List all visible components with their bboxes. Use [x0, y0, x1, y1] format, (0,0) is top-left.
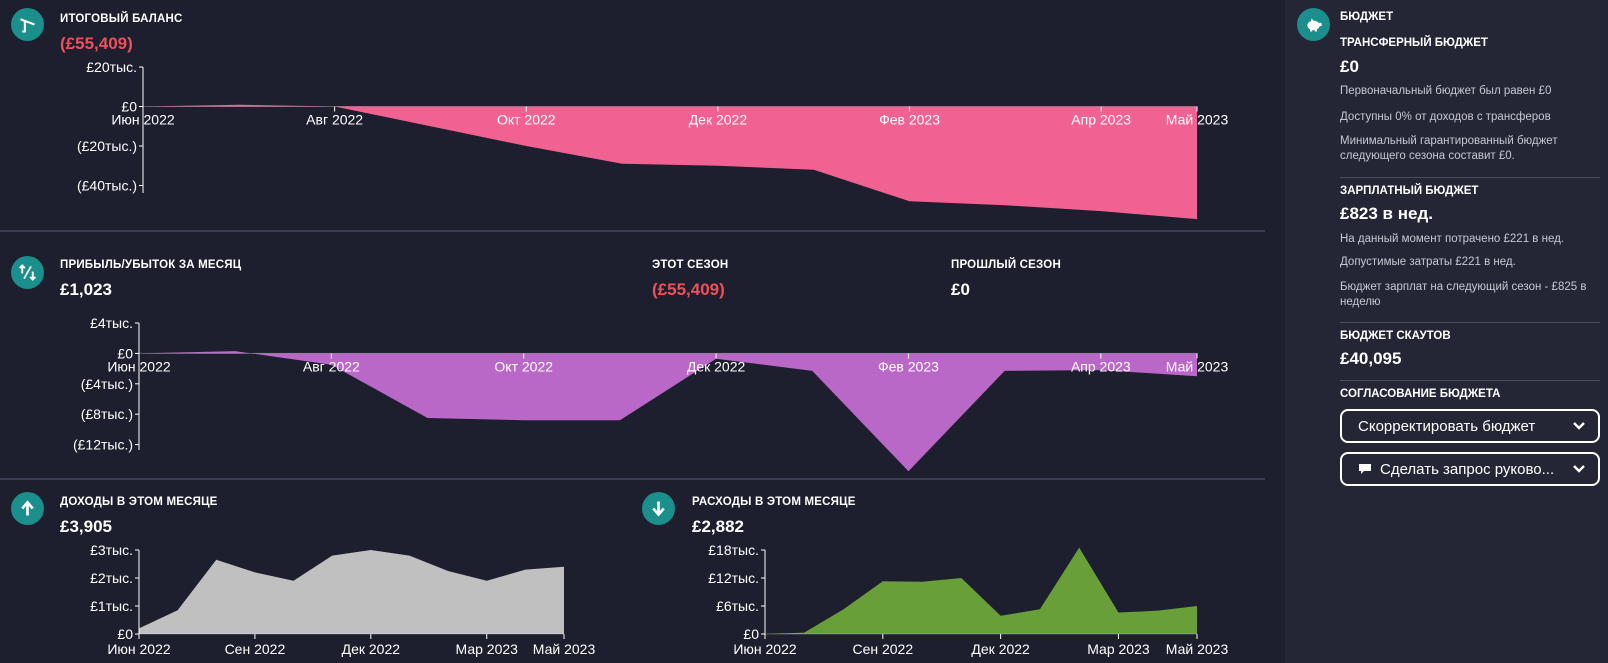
transfer-initial-text: Первоначальный бюджет был равен £0	[1340, 85, 1552, 97]
x-tick-label: Мар 2023	[456, 641, 519, 657]
x-tick-label: Авг 2022	[303, 358, 360, 374]
income-label: ДОХОДЫ В ЭТОМ МЕСЯЦЕ	[60, 496, 218, 508]
x-tick-label: Май 2023	[1166, 358, 1229, 374]
wage-spent-text: На данный момент потрачено £221 в нед.	[1340, 233, 1564, 245]
wage-budget-value: £823 в нед.	[1340, 204, 1433, 223]
x-tick-label: Окт 2022	[494, 358, 553, 374]
x-tick-label: Дек 2022	[687, 358, 746, 374]
x-tick-label: Сен 2022	[225, 641, 286, 657]
arrow-down-icon	[642, 492, 675, 525]
y-tick-label: £6тыс.	[716, 598, 759, 614]
x-tick-label: Июн 2022	[107, 358, 171, 374]
chart-area	[143, 104, 1197, 220]
profit-loss-icon	[11, 256, 44, 289]
x-tick-label: Июн 2022	[111, 112, 175, 128]
finances-main: ИТОГОВЫЙ БАЛАНС (£55,409) £20тыс. £0 (£20т…	[0, 8, 1265, 657]
transfer-budget-label: ТРАНСФЕРНЫЙ БЮДЖЕТ	[1340, 37, 1488, 49]
chevron-down-icon	[1573, 465, 1585, 473]
expenses-value: £2,882	[692, 517, 744, 536]
divider	[1340, 322, 1600, 323]
profit-value: £1,023	[60, 280, 112, 299]
y-tick-label: £0	[121, 99, 137, 115]
x-tick-label: Май 2023	[1166, 112, 1229, 128]
income-value: £3,905	[60, 517, 112, 536]
x-tick-label: Фев 2023	[879, 112, 940, 128]
x-tick-label: Июн 2022	[733, 641, 797, 657]
adjust-budget-label: Скорректировать бюджет	[1358, 417, 1536, 435]
x-tick-label: Май 2023	[533, 641, 596, 657]
y-tick-label: £0	[117, 345, 133, 361]
this-season-value: (£55,409)	[652, 280, 725, 299]
y-tick-label: £12тыс.	[708, 570, 759, 586]
x-tick-label: Фев 2023	[878, 358, 939, 374]
balance-chart: £20тыс. £0 (£20тыс.) (£40тыс.) Июн 2022 Авг 2…	[77, 59, 1229, 220]
y-tick-label: £1тыс.	[90, 598, 133, 614]
divider	[1340, 380, 1600, 381]
budget-title: БЮДЖЕТ	[1340, 11, 1394, 23]
wage-next-season-text: Бюджет зарплат на следующий сезон - £825…	[1340, 281, 1587, 308]
profit-label: ПРИБЫЛЬ/УБЫТОК ЗА МЕСЯЦ	[60, 259, 242, 271]
this-season-label: ЭТОТ СЕЗОН	[652, 259, 729, 271]
balance-label: ИТОГОВЫЙ БАЛАНС	[60, 13, 183, 25]
y-tick-label: (£4тыс.)	[81, 376, 133, 392]
x-tick-label: Авг 2022	[306, 112, 363, 128]
budget-adjust-label: СОГЛАСОВАНИЕ БЮДЖЕТА	[1340, 388, 1501, 400]
y-tick-label: (£8тыс.)	[81, 406, 133, 422]
x-tick-label: Сен 2022	[852, 641, 913, 657]
y-tick-label: £2тыс.	[90, 570, 133, 586]
budget-panel: БЮДЖЕТ ТРАНСФЕРНЫЙ БЮДЖЕТ £0 Первоначаль…	[1285, 0, 1608, 663]
y-tick-label: £0	[117, 626, 133, 642]
last-season-value: £0	[951, 280, 970, 299]
x-tick-label: Мар 2023	[1087, 641, 1150, 657]
balance-scale-icon	[11, 8, 44, 41]
last-season-label: ПРОШЛЫЙ СЕЗОН	[951, 259, 1061, 271]
scout-budget-label: БЮДЖЕТ СКАУТОВ	[1340, 330, 1451, 342]
expenses-label: РАСХОДЫ В ЭТОМ МЕСЯЦЕ	[692, 496, 856, 508]
board-request-dropdown[interactable]: Сделать запрос руково...	[1340, 452, 1600, 486]
y-tick-label: (£20тыс.)	[77, 138, 137, 154]
arrow-up-icon	[11, 492, 44, 525]
y-tick-label: £4тыс.	[90, 315, 133, 331]
x-tick-label: Дек 2022	[971, 641, 1030, 657]
chart-area	[765, 547, 1197, 634]
piggy-bank-icon	[1297, 8, 1330, 41]
transfer-min-text: Минимальный гарантированный бюджет следу…	[1340, 135, 1558, 162]
x-tick-label: Апр 2023	[1071, 112, 1131, 128]
x-tick-label: Апр 2023	[1071, 358, 1131, 374]
transfer-percent-text: Доступны 0% от доходов с трансферов	[1340, 111, 1551, 123]
y-tick-label: (£40тыс.)	[77, 178, 137, 194]
x-tick-label: Дек 2022	[689, 112, 748, 128]
x-tick-label: Май 2023	[1166, 641, 1229, 657]
transfer-budget-value: £0	[1340, 57, 1359, 76]
chart-area	[139, 550, 564, 634]
chart-area	[139, 351, 1197, 472]
divider	[0, 478, 1265, 480]
board-request-label: Сделать запрос руково...	[1380, 460, 1555, 478]
y-tick-label: (£12тыс.)	[73, 437, 133, 453]
scout-budget-value: £40,095	[1340, 349, 1402, 368]
profit-chart: £4тыс. £0 (£4тыс.) (£8тыс.) (£12тыс.) Июн 202…	[73, 315, 1229, 472]
speech-bubble-icon	[1359, 464, 1371, 474]
divider	[1340, 177, 1600, 178]
chevron-down-icon	[1573, 422, 1585, 430]
x-tick-label: Июн 2022	[107, 641, 171, 657]
y-tick-label: £18тыс.	[708, 542, 759, 558]
y-tick-label: £20тыс.	[86, 59, 137, 75]
wage-budget-label: ЗАРПЛАТНЫЙ БЮДЖЕТ	[1340, 185, 1479, 197]
divider	[0, 230, 1265, 232]
wage-allowed-text: Допустимые затраты £221 в нед.	[1340, 256, 1516, 268]
y-tick-label: £0	[743, 626, 759, 642]
balance-value: (£55,409)	[60, 34, 133, 53]
x-tick-label: Окт 2022	[497, 112, 556, 128]
y-tick-label: £3тыс.	[90, 542, 133, 558]
x-tick-label: Дек 2022	[342, 641, 401, 657]
adjust-budget-dropdown[interactable]: Скорректировать бюджет	[1340, 409, 1600, 443]
